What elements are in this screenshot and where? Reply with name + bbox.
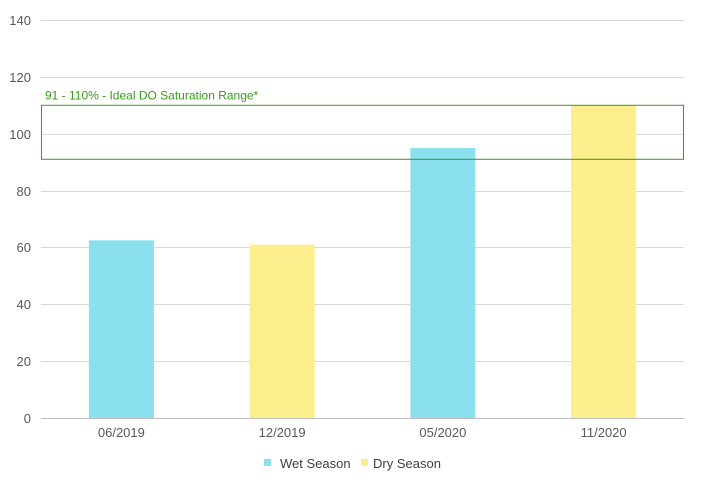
y-tick-label: 20 [17,354,31,369]
x-axis-ticks: 06/2019 12/2019 05/2020 11/2020 [98,425,627,440]
legend-dry-label: Dry Season [373,456,441,471]
x-tick-label: 12/2019 [259,425,306,440]
y-tick-label: 140 [9,13,31,28]
y-tick-label: 120 [9,70,31,85]
y-axis-ticks: 0 20 40 60 80 100 120 140 [9,13,31,426]
bar [249,244,315,418]
legend: Wet Season Dry Season [264,456,441,471]
y-tick-label: 80 [17,184,31,199]
legend-wet-swatch [264,459,271,466]
legend-dry-swatch [361,459,368,466]
ideal-range-label: 91 - 110% - Ideal DO Saturation Range* [45,88,259,102]
ideal-range-box [41,104,684,160]
x-tick-label: 11/2020 [581,425,627,440]
x-tick-label: 06/2019 [98,425,145,440]
ideal-range-band: 91 - 110% - Ideal DO Saturation Range* [41,88,684,160]
bar [410,147,476,418]
bar [571,105,637,419]
y-tick-label: 100 [9,127,31,142]
y-tick-label: 0 [24,411,31,426]
y-tick-label: 40 [17,297,31,312]
bars [88,105,637,419]
bar [88,240,154,418]
y-tick-label: 60 [17,240,31,255]
legend-wet-label: Wet Season [280,456,351,471]
x-tick-label: 05/2020 [419,425,466,440]
